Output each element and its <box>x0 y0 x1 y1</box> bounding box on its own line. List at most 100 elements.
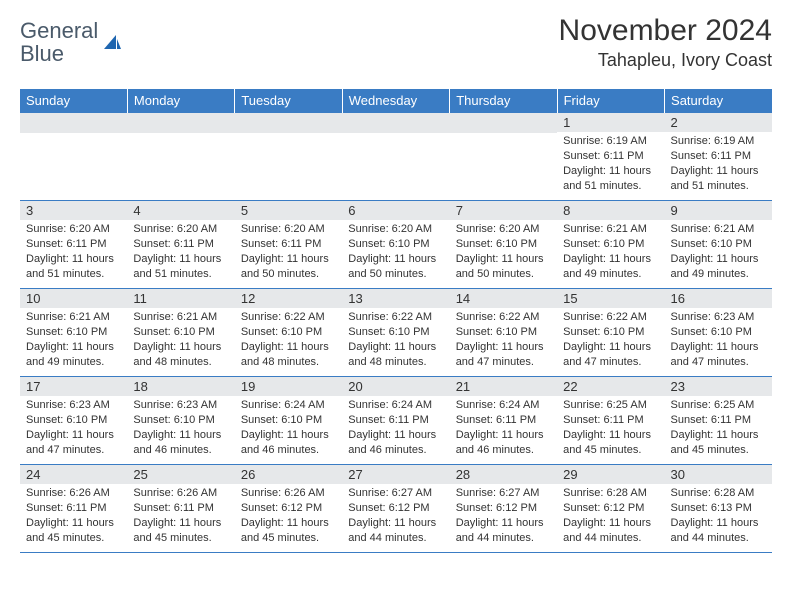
day-info: Sunrise: 6:21 AMSunset: 6:10 PMDaylight:… <box>557 220 664 285</box>
calendar-day-cell: 4Sunrise: 6:20 AMSunset: 6:11 PMDaylight… <box>127 201 234 289</box>
day-number: 4 <box>127 201 234 220</box>
day-number: 29 <box>557 465 664 484</box>
calendar-day-cell: 18Sunrise: 6:23 AMSunset: 6:10 PMDayligh… <box>127 377 234 465</box>
day-info: Sunrise: 6:20 AMSunset: 6:11 PMDaylight:… <box>235 220 342 285</box>
calendar-day-cell: 25Sunrise: 6:26 AMSunset: 6:11 PMDayligh… <box>127 465 234 553</box>
day-number-empty <box>20 113 127 133</box>
day-info: Sunrise: 6:21 AMSunset: 6:10 PMDaylight:… <box>665 220 772 285</box>
weekday-header: Thursday <box>450 89 557 113</box>
calendar-day-cell: 19Sunrise: 6:24 AMSunset: 6:10 PMDayligh… <box>235 377 342 465</box>
calendar-day-cell: 10Sunrise: 6:21 AMSunset: 6:10 PMDayligh… <box>20 289 127 377</box>
calendar-empty-cell <box>20 113 127 201</box>
day-number-empty <box>235 113 342 133</box>
calendar-table: SundayMondayTuesdayWednesdayThursdayFrid… <box>20 89 772 553</box>
day-number: 2 <box>665 113 772 132</box>
calendar-empty-cell <box>235 113 342 201</box>
day-info: Sunrise: 6:28 AMSunset: 6:12 PMDaylight:… <box>557 484 664 549</box>
calendar-day-cell: 12Sunrise: 6:22 AMSunset: 6:10 PMDayligh… <box>235 289 342 377</box>
calendar-day-cell: 29Sunrise: 6:28 AMSunset: 6:12 PMDayligh… <box>557 465 664 553</box>
day-number: 19 <box>235 377 342 396</box>
day-info: Sunrise: 6:19 AMSunset: 6:11 PMDaylight:… <box>557 132 664 197</box>
calendar-empty-cell <box>342 113 449 201</box>
location: Tahapleu, Ivory Coast <box>559 50 772 71</box>
day-number-empty <box>127 113 234 133</box>
day-number: 26 <box>235 465 342 484</box>
day-number: 13 <box>342 289 449 308</box>
calendar-row: 17Sunrise: 6:23 AMSunset: 6:10 PMDayligh… <box>20 377 772 465</box>
calendar-day-cell: 7Sunrise: 6:20 AMSunset: 6:10 PMDaylight… <box>450 201 557 289</box>
calendar-day-cell: 11Sunrise: 6:21 AMSunset: 6:10 PMDayligh… <box>127 289 234 377</box>
calendar-day-cell: 28Sunrise: 6:27 AMSunset: 6:12 PMDayligh… <box>450 465 557 553</box>
calendar-day-cell: 22Sunrise: 6:25 AMSunset: 6:11 PMDayligh… <box>557 377 664 465</box>
day-number: 15 <box>557 289 664 308</box>
day-number: 20 <box>342 377 449 396</box>
calendar-day-cell: 5Sunrise: 6:20 AMSunset: 6:11 PMDaylight… <box>235 201 342 289</box>
day-number: 25 <box>127 465 234 484</box>
calendar-day-cell: 17Sunrise: 6:23 AMSunset: 6:10 PMDayligh… <box>20 377 127 465</box>
day-number: 28 <box>450 465 557 484</box>
day-info: Sunrise: 6:25 AMSunset: 6:11 PMDaylight:… <box>557 396 664 461</box>
day-number: 7 <box>450 201 557 220</box>
calendar-day-cell: 3Sunrise: 6:20 AMSunset: 6:11 PMDaylight… <box>20 201 127 289</box>
weekday-header: Wednesday <box>342 89 449 113</box>
logo-text-1: General <box>20 18 98 43</box>
calendar-day-cell: 24Sunrise: 6:26 AMSunset: 6:11 PMDayligh… <box>20 465 127 553</box>
day-number: 3 <box>20 201 127 220</box>
calendar-day-cell: 26Sunrise: 6:26 AMSunset: 6:12 PMDayligh… <box>235 465 342 553</box>
calendar-day-cell: 13Sunrise: 6:22 AMSunset: 6:10 PMDayligh… <box>342 289 449 377</box>
calendar-empty-cell <box>127 113 234 201</box>
day-number: 18 <box>127 377 234 396</box>
weekday-header: Saturday <box>665 89 772 113</box>
day-info: Sunrise: 6:24 AMSunset: 6:11 PMDaylight:… <box>450 396 557 461</box>
day-info: Sunrise: 6:23 AMSunset: 6:10 PMDaylight:… <box>127 396 234 461</box>
day-info: Sunrise: 6:22 AMSunset: 6:10 PMDaylight:… <box>235 308 342 373</box>
calendar-day-cell: 14Sunrise: 6:22 AMSunset: 6:10 PMDayligh… <box>450 289 557 377</box>
day-number: 24 <box>20 465 127 484</box>
calendar-day-cell: 20Sunrise: 6:24 AMSunset: 6:11 PMDayligh… <box>342 377 449 465</box>
day-info: Sunrise: 6:26 AMSunset: 6:11 PMDaylight:… <box>20 484 127 549</box>
calendar-row: 10Sunrise: 6:21 AMSunset: 6:10 PMDayligh… <box>20 289 772 377</box>
day-number: 5 <box>235 201 342 220</box>
calendar-day-cell: 1Sunrise: 6:19 AMSunset: 6:11 PMDaylight… <box>557 113 664 201</box>
month-title: November 2024 <box>559 14 772 48</box>
logo: General Blue <box>20 20 122 66</box>
calendar-day-cell: 6Sunrise: 6:20 AMSunset: 6:10 PMDaylight… <box>342 201 449 289</box>
day-number: 23 <box>665 377 772 396</box>
calendar-empty-cell <box>450 113 557 201</box>
day-number: 12 <box>235 289 342 308</box>
day-number: 17 <box>20 377 127 396</box>
day-info: Sunrise: 6:27 AMSunset: 6:12 PMDaylight:… <box>450 484 557 549</box>
day-number: 22 <box>557 377 664 396</box>
day-info: Sunrise: 6:26 AMSunset: 6:12 PMDaylight:… <box>235 484 342 549</box>
header: General Blue November 2024 Tahapleu, Ivo… <box>20 14 772 71</box>
calendar-row: 24Sunrise: 6:26 AMSunset: 6:11 PMDayligh… <box>20 465 772 553</box>
day-number: 10 <box>20 289 127 308</box>
day-info: Sunrise: 6:27 AMSunset: 6:12 PMDaylight:… <box>342 484 449 549</box>
day-info: Sunrise: 6:23 AMSunset: 6:10 PMDaylight:… <box>20 396 127 461</box>
day-info: Sunrise: 6:22 AMSunset: 6:10 PMDaylight:… <box>450 308 557 373</box>
calendar-row: 1Sunrise: 6:19 AMSunset: 6:11 PMDaylight… <box>20 113 772 201</box>
calendar-day-cell: 23Sunrise: 6:25 AMSunset: 6:11 PMDayligh… <box>665 377 772 465</box>
day-info: Sunrise: 6:20 AMSunset: 6:11 PMDaylight:… <box>127 220 234 285</box>
day-number: 16 <box>665 289 772 308</box>
day-number-empty <box>450 113 557 133</box>
day-info: Sunrise: 6:24 AMSunset: 6:10 PMDaylight:… <box>235 396 342 461</box>
day-info: Sunrise: 6:22 AMSunset: 6:10 PMDaylight:… <box>557 308 664 373</box>
day-number: 30 <box>665 465 772 484</box>
weekday-header: Sunday <box>20 89 127 113</box>
day-info: Sunrise: 6:26 AMSunset: 6:11 PMDaylight:… <box>127 484 234 549</box>
day-info: Sunrise: 6:20 AMSunset: 6:10 PMDaylight:… <box>342 220 449 285</box>
day-info: Sunrise: 6:21 AMSunset: 6:10 PMDaylight:… <box>127 308 234 373</box>
calendar-day-cell: 27Sunrise: 6:27 AMSunset: 6:12 PMDayligh… <box>342 465 449 553</box>
day-info: Sunrise: 6:24 AMSunset: 6:11 PMDaylight:… <box>342 396 449 461</box>
day-info: Sunrise: 6:19 AMSunset: 6:11 PMDaylight:… <box>665 132 772 197</box>
day-info: Sunrise: 6:22 AMSunset: 6:10 PMDaylight:… <box>342 308 449 373</box>
day-number: 6 <box>342 201 449 220</box>
calendar-row: 3Sunrise: 6:20 AMSunset: 6:11 PMDaylight… <box>20 201 772 289</box>
logo-text-2: Blue <box>20 41 64 66</box>
day-info: Sunrise: 6:20 AMSunset: 6:10 PMDaylight:… <box>450 220 557 285</box>
day-number: 14 <box>450 289 557 308</box>
day-info: Sunrise: 6:28 AMSunset: 6:13 PMDaylight:… <box>665 484 772 549</box>
weekday-header-row: SundayMondayTuesdayWednesdayThursdayFrid… <box>20 89 772 113</box>
day-info: Sunrise: 6:23 AMSunset: 6:10 PMDaylight:… <box>665 308 772 373</box>
